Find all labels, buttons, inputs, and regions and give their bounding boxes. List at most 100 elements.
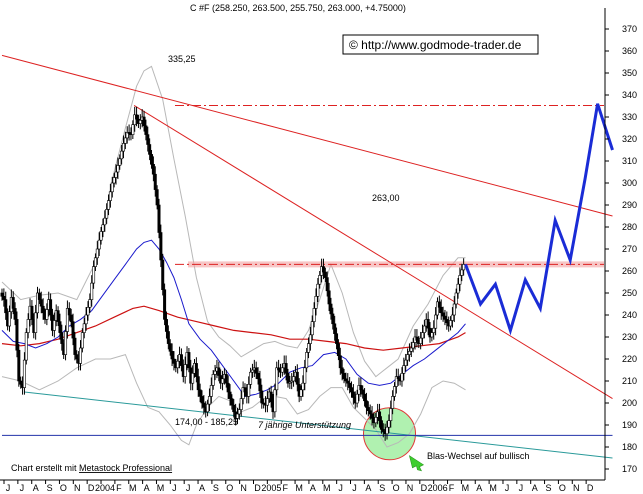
candle-body <box>97 239 101 250</box>
candle-body <box>226 382 230 393</box>
candle-body <box>133 114 137 126</box>
candle-body <box>292 376 296 382</box>
candle-body <box>370 413 374 419</box>
candle-body <box>307 343 311 353</box>
candle-body <box>364 400 368 408</box>
candle-body <box>336 343 340 357</box>
candle-body <box>183 364 187 377</box>
candle-body <box>168 343 172 352</box>
x-tick-label: J <box>20 483 25 493</box>
candle-body <box>275 367 279 391</box>
candle-body <box>415 336 419 341</box>
candle-body <box>110 182 114 193</box>
candle-body <box>445 319 449 323</box>
x-tick-label: N <box>407 483 414 493</box>
candle-body <box>305 352 309 369</box>
y-tick-label: 370 <box>622 24 637 34</box>
y-tick-label: 320 <box>622 134 637 144</box>
copyright-text: © http://www.godmode-trader.de <box>349 38 522 52</box>
trendline-layer <box>1 54 613 459</box>
x-tick-label: A <box>144 483 150 493</box>
candle-body <box>237 409 241 415</box>
candle-body <box>95 248 99 259</box>
candle-body <box>69 314 73 322</box>
candle-body <box>392 386 396 397</box>
candle-body <box>228 391 232 399</box>
candle-body <box>118 158 122 166</box>
support-note: 7 jährige Unterstützung <box>258 420 351 430</box>
candle-body <box>434 314 438 329</box>
candle-body <box>295 371 299 385</box>
candle-body <box>151 164 155 175</box>
trendline-1 <box>133 104 613 400</box>
x-tick-label: M <box>157 483 165 493</box>
candle-body <box>379 420 383 430</box>
candle-body <box>323 271 327 278</box>
candle-body <box>443 315 447 320</box>
candle-body <box>280 367 284 373</box>
candle-body <box>127 132 131 134</box>
y-tick-label: 170 <box>622 464 637 474</box>
x-axis: J J A S O N D 2004 F M A M J J A S O N D 2005 F M A M J J A S O N D 200… <box>0 479 605 493</box>
candle-body <box>103 217 107 226</box>
candle-body <box>361 389 365 395</box>
candle-body <box>404 359 408 366</box>
candle-body <box>359 385 363 391</box>
candle-body <box>60 332 64 344</box>
candle-body <box>65 308 69 332</box>
credit-link[interactable]: Metastock Professional <box>79 463 172 473</box>
candle-body <box>450 314 454 321</box>
y-tick-label: 350 <box>622 68 637 78</box>
candle-body <box>394 376 398 387</box>
candle-body <box>90 282 94 300</box>
candle-body <box>456 283 460 294</box>
x-tick-label: D <box>587 483 594 493</box>
candle-body <box>34 312 38 333</box>
candle-body <box>396 376 400 380</box>
candle-body <box>310 321 314 336</box>
candle-body <box>439 306 443 314</box>
x-tick-label: A <box>365 483 371 493</box>
y-tick-label: 300 <box>622 178 637 188</box>
candle-body <box>211 374 215 386</box>
candle-body <box>284 363 288 374</box>
candle-body <box>179 354 183 366</box>
x-tick-label: J <box>519 483 524 493</box>
candle-body <box>346 380 350 384</box>
candle-body <box>80 332 84 349</box>
candle-body <box>4 299 8 314</box>
candle-body <box>224 374 228 384</box>
x-tick-label: N <box>74 483 81 493</box>
candle-body <box>256 372 260 380</box>
candle-body <box>198 389 202 397</box>
candle-body <box>170 350 174 360</box>
y-tick-label: 250 <box>622 288 637 298</box>
candle-body <box>138 120 142 124</box>
candle-body <box>82 323 86 333</box>
candle-body <box>121 143 125 152</box>
candle-body <box>88 299 92 308</box>
x-tick-label: S <box>546 483 552 493</box>
candle-body <box>355 393 359 404</box>
candle-body <box>86 306 90 316</box>
x-tick-label: 2006 <box>428 483 448 493</box>
candle-body <box>273 389 277 413</box>
candle-body <box>312 308 316 322</box>
candle-body <box>99 231 103 241</box>
candle-body <box>125 132 129 139</box>
candle-body <box>342 372 346 380</box>
candle-body <box>389 408 393 421</box>
candle-body <box>24 332 28 361</box>
x-tick-label: F <box>116 483 122 493</box>
candle-body <box>232 404 236 413</box>
candle-body <box>108 191 112 201</box>
credit-prefix: Chart erstellt mit <box>11 463 79 473</box>
candle-body <box>437 301 441 308</box>
x-tick-label: J <box>186 483 191 493</box>
candle-body <box>150 154 154 165</box>
candle-body <box>230 398 234 406</box>
candle-body <box>41 305 45 314</box>
y-tick-label: 270 <box>622 244 637 254</box>
candle-body <box>327 290 331 305</box>
